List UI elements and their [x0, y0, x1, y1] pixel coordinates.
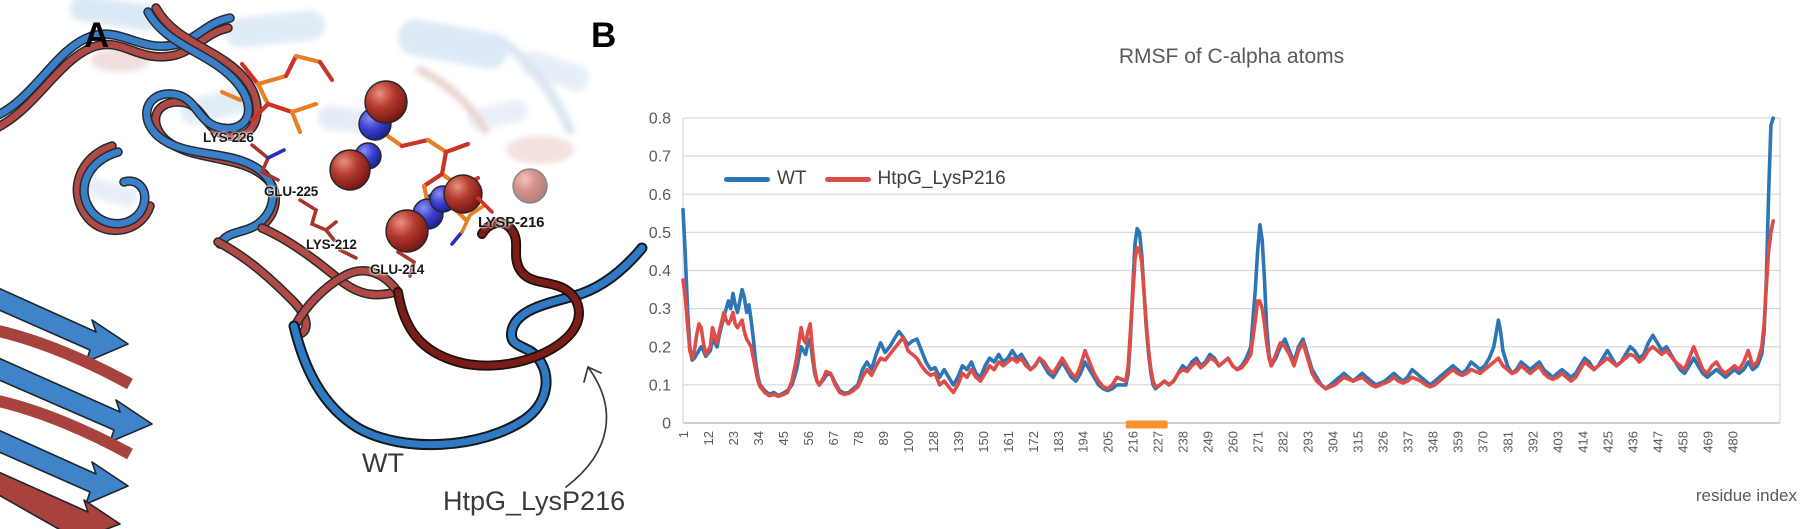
x-tick-label: 403 [1550, 431, 1565, 453]
series-line-WT [681, 116, 1775, 398]
x-tick-label: 100 [901, 431, 916, 453]
residue-label-lys226: LYS-226 [203, 130, 254, 145]
residue-label-glu214: GLU-214 [370, 262, 425, 277]
data-series-lines [681, 116, 1775, 399]
y-tick-label: 0.2 [649, 339, 671, 356]
x-tick-label: 458 [1675, 431, 1690, 453]
y-tick-label: 0.5 [649, 225, 671, 242]
x-tick-label: 45 [776, 431, 791, 445]
x-tick-label: 271 [1251, 431, 1266, 453]
x-tick-label: 67 [826, 431, 841, 445]
mutant-line-swatch [824, 176, 871, 182]
x-tick-label: 194 [1076, 431, 1091, 453]
x-tick-label: 139 [951, 431, 966, 453]
residue-label-glu225: GLU-225 [264, 184, 319, 199]
x-tick-label: 337 [1401, 431, 1416, 453]
x-tick-label: 249 [1201, 431, 1216, 453]
x-tick-label: 12 [701, 431, 716, 445]
panel-b-letter: B [591, 16, 617, 55]
wt-line-swatch [724, 176, 770, 182]
x-tick-label: 348 [1426, 431, 1441, 453]
residue-sticks [250, 143, 494, 278]
legend-label-mutant: HtpG_LysP216 [877, 168, 1006, 189]
x-tick-label: 238 [1176, 431, 1191, 453]
mutant-structure-label: HtpG_LysP216 [443, 486, 626, 516]
y-tick-label: 0.8 [649, 111, 671, 128]
y-tick-label: 0 [662, 416, 671, 433]
x-axis-title: residue index [1695, 486, 1797, 505]
x-tick-label: 128 [926, 431, 941, 453]
x-tick-label: 282 [1276, 431, 1291, 453]
axis-tick-labels: 0 0.1 0.2 0.3 0.4 0.5 0.6 0.7 0.8 1 12 23 34 45 56 67 78… [649, 111, 1741, 453]
x-tick-label: 370 [1475, 431, 1490, 453]
residue-label-lys212: LYS-212 [306, 237, 357, 252]
x-tick-label: 172 [1026, 431, 1041, 453]
residue-label-lysp216: LYSP-216 [478, 214, 545, 231]
x-tick-label: 150 [976, 431, 991, 453]
x-tick-label: 161 [1001, 431, 1016, 453]
ribbon-tubes [0, 3, 403, 339]
y-tick-label: 0.3 [649, 301, 671, 318]
y-tick-label: 0.1 [649, 377, 671, 394]
legend-label-wt: WT [777, 168, 807, 189]
x-tick-label: 315 [1351, 431, 1366, 453]
x-tick-label: 359 [1450, 431, 1465, 453]
x-tick-label: 381 [1500, 431, 1515, 453]
x-tick-label: 425 [1600, 431, 1615, 453]
gridlines [682, 117, 1781, 424]
chart-title: RMSF of C-alpha atoms [1118, 45, 1345, 68]
x-tick-label: 78 [851, 431, 866, 445]
x-tick-label: 469 [1700, 431, 1715, 453]
x-tick-label: 34 [751, 431, 766, 445]
y-tick-label: 0.7 [649, 149, 671, 166]
x-tick-label: 260 [1226, 431, 1241, 453]
x-tick-label: 216 [1126, 431, 1141, 453]
x-tick-label: 326 [1376, 431, 1391, 453]
x-tick-label: 205 [1101, 431, 1116, 453]
panel-a-letter: A [84, 16, 110, 55]
y-tick-label: 0.6 [649, 187, 671, 204]
x-tick-label: 480 [1725, 431, 1740, 453]
x-tick-label: 23 [726, 431, 741, 445]
highlight-region-marker [1125, 420, 1168, 429]
x-tick-label: 293 [1301, 431, 1316, 453]
x-tick-label: 1 [676, 431, 691, 438]
legend-item-mutant: HtpG_LysP216 [824, 168, 1006, 190]
x-tick-label: 183 [1051, 431, 1066, 453]
ribbon-mutant-loop [393, 218, 584, 371]
panel-a-structure [0, 0, 648, 529]
x-tick-label: 304 [1326, 431, 1341, 453]
beta-sheet-strands [0, 287, 153, 529]
wt-structure-label: WT [362, 448, 404, 478]
ion-spheres [329, 80, 548, 253]
legend-item-wt: WT [724, 168, 807, 190]
x-tick-label: 447 [1650, 431, 1665, 453]
mutant-loop-arrow [565, 366, 608, 488]
y-tick-label: 0.4 [649, 263, 671, 280]
x-tick-label: 227 [1151, 431, 1166, 453]
chart-legend: WT HtpG_LysP216 [724, 168, 1006, 190]
x-tick-label: 414 [1575, 431, 1590, 453]
series-line-HtpG_LysP216 [681, 219, 1775, 399]
x-tick-label: 56 [801, 431, 816, 445]
x-tick-label: 436 [1625, 431, 1640, 453]
x-tick-label: 89 [876, 431, 891, 445]
x-tick-label: 392 [1525, 431, 1540, 453]
